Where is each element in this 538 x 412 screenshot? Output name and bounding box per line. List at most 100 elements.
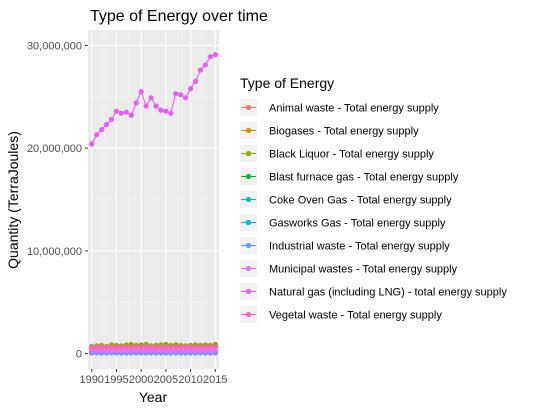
data-point (118, 348, 124, 354)
data-point (94, 348, 100, 354)
data-point (158, 107, 164, 113)
legend-label: Gasworks Gas - Total energy supply (269, 218, 446, 230)
data-point (108, 344, 115, 350)
data-point (103, 344, 110, 350)
data-point (89, 344, 95, 351)
legend-label: Vegetal waste - Total energy supply (269, 310, 442, 322)
data-point (158, 348, 164, 354)
data-point (178, 92, 184, 98)
data-point (202, 348, 209, 354)
data-point (202, 344, 209, 350)
legend-key-point (245, 265, 252, 272)
data-point (183, 95, 189, 101)
data-point (187, 348, 194, 354)
data-point (148, 344, 154, 350)
data-point (123, 348, 129, 354)
legend-title: Type of Energy (240, 75, 334, 91)
data-point (113, 348, 120, 354)
x-axis-label: Year (139, 389, 168, 405)
legend-label: Coke Oven Gas - Total energy supply (269, 195, 452, 207)
legend-label: Municipal wastes - Total energy supply (269, 264, 458, 276)
data-point (187, 85, 194, 92)
data-point (113, 108, 120, 114)
data-point (128, 348, 134, 354)
chart-title: Type of Energy over time (90, 8, 268, 25)
data-point (113, 344, 120, 351)
x-tick-label: 2015 (203, 374, 227, 386)
data-point (148, 95, 154, 101)
data-point (138, 348, 144, 354)
data-point (178, 344, 184, 350)
data-point (192, 348, 199, 354)
grid-minor (88, 30, 219, 369)
data-point (197, 344, 204, 350)
series-points (89, 52, 218, 356)
data-point (153, 348, 159, 354)
data-point (128, 344, 134, 350)
legend-key-point (245, 127, 252, 134)
legend-key-point (245, 173, 252, 180)
data-point (197, 348, 204, 354)
data-point (133, 100, 139, 106)
data-point (178, 348, 184, 354)
data-point (89, 348, 95, 354)
data-point (168, 344, 174, 350)
y-tick-label: 30,000,000 (27, 40, 82, 52)
y-tick-label: 10,000,000 (27, 246, 82, 258)
data-point (173, 91, 179, 97)
data-point (133, 348, 139, 354)
data-point (183, 344, 189, 350)
legend-key-point (245, 104, 252, 111)
x-tick-label: 1995 (104, 374, 128, 386)
data-point (94, 344, 100, 350)
data-point (143, 348, 149, 354)
data-point (98, 348, 105, 354)
legend-key-point (245, 219, 252, 226)
legend-key-point (245, 196, 252, 203)
y-axis: 0 10,000,000 20,000,000 30,000,000 (27, 40, 88, 361)
data-point (212, 52, 218, 58)
legend-key-point (245, 150, 252, 157)
data-point (183, 348, 189, 354)
data-point (128, 112, 134, 118)
legend-key-point (245, 242, 252, 249)
y-axis-label: Quantity (TerraJoules) (5, 131, 21, 269)
legend-key-point (245, 311, 252, 318)
data-point (123, 109, 129, 115)
data-point (153, 344, 159, 350)
data-point (173, 348, 179, 354)
y-tick-label: 0 (76, 349, 82, 361)
data-point (163, 108, 169, 114)
data-point (168, 110, 174, 116)
data-point (163, 348, 169, 354)
data-point (108, 348, 115, 354)
data-point (212, 344, 218, 350)
legend-label: Biogases - Total energy supply (269, 126, 419, 138)
data-point (133, 344, 139, 350)
legend-label: Blast furnace gas - Total energy supply (269, 172, 459, 184)
data-point (192, 344, 199, 350)
x-tick-label: 1990 (79, 374, 103, 386)
data-point (143, 103, 149, 109)
data-point (98, 344, 105, 351)
x-tick-label: 2010 (178, 374, 202, 386)
legend-label: Animal waste - Total energy supply (269, 103, 439, 115)
data-point (103, 348, 110, 354)
data-point (138, 344, 144, 350)
data-point (207, 54, 213, 60)
data-point (118, 110, 124, 116)
x-axis: 1990 1995 2000 2005 2010 2015 (79, 369, 228, 386)
data-point (103, 121, 110, 128)
data-point (192, 78, 199, 84)
data-point (148, 348, 154, 354)
data-point (89, 141, 95, 147)
data-point (118, 344, 124, 350)
data-point (197, 67, 204, 73)
data-point (143, 344, 149, 350)
data-point (123, 344, 129, 350)
data-point (138, 89, 144, 95)
data-point (168, 348, 174, 354)
x-tick-label: 2000 (129, 374, 153, 386)
data-point (202, 62, 209, 68)
